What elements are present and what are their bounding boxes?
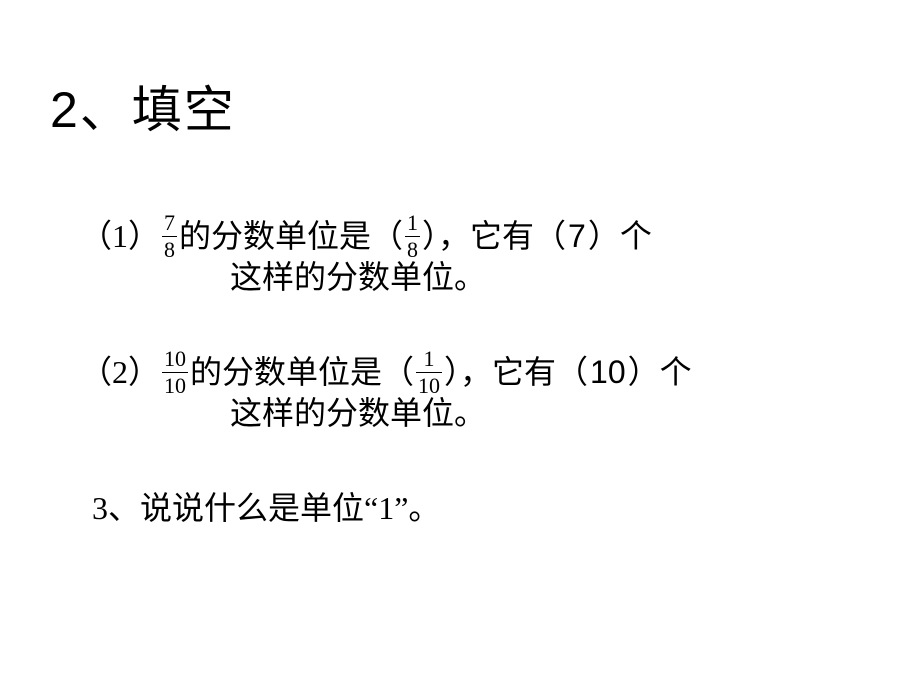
q1-answer-fraction: 1 8 (405, 212, 420, 261)
q1-seg3: ）个 (588, 214, 652, 259)
q1-fraction: 7 8 (162, 212, 177, 261)
question-3: 3、说说什么是单位“1”。 (92, 486, 870, 531)
q1-line2-text: 这样的分数单位。 (230, 255, 486, 300)
q1-seg1: 的分数单位是（ (179, 214, 403, 259)
q1-ans-frac-num: 1 (405, 212, 420, 236)
q2-frac-den: 10 (162, 372, 188, 397)
q1-seg2: ），它有（ (422, 214, 566, 259)
q2-line2-text: 这样的分数单位。 (230, 391, 486, 436)
q2-label: （2） (80, 350, 160, 395)
question-2: （2） 10 10 的分数单位是（ 1 10 ），它有（ 10 ）个 这样的分数… (80, 348, 870, 436)
body: （1） 7 8 的分数单位是（ 1 8 ），它有（ 7 ）个 这样的分数单位。 (50, 212, 870, 530)
q2-answer-fraction: 1 10 (416, 348, 442, 397)
q1-frac-num: 7 (162, 212, 177, 236)
q2-line1: （2） 10 10 的分数单位是（ 1 10 ），它有（ 10 ）个 (80, 348, 870, 397)
q2-seg2: ），它有（ (444, 350, 588, 395)
q1-label: （1） (80, 214, 160, 259)
q2-line2: 这样的分数单位。 (230, 391, 870, 436)
q2-fraction: 10 10 (162, 348, 188, 397)
q2-ans-frac-num: 1 (422, 348, 437, 372)
heading: 2、填空 (50, 70, 870, 142)
q1-line1: （1） 7 8 的分数单位是（ 1 8 ），它有（ 7 ）个 (80, 212, 870, 261)
q2-seg3: ）个 (628, 350, 692, 395)
q2-seg1: 的分数单位是（ (190, 350, 414, 395)
q1-line2: 这样的分数单位。 (230, 255, 870, 300)
question-1: （1） 7 8 的分数单位是（ 1 8 ），它有（ 7 ）个 这样的分数单位。 (80, 212, 870, 300)
q2-frac-num: 10 (162, 348, 188, 372)
q1-answer-count: 7 (568, 214, 586, 259)
q1-frac-den: 8 (162, 236, 177, 261)
slide-page: 2、填空 （1） 7 8 的分数单位是（ 1 8 ），它有（ 7 ）个 (0, 0, 920, 690)
q3-text: 3、说说什么是单位“1”。 (92, 490, 440, 526)
q2-answer-count: 10 (590, 350, 626, 395)
